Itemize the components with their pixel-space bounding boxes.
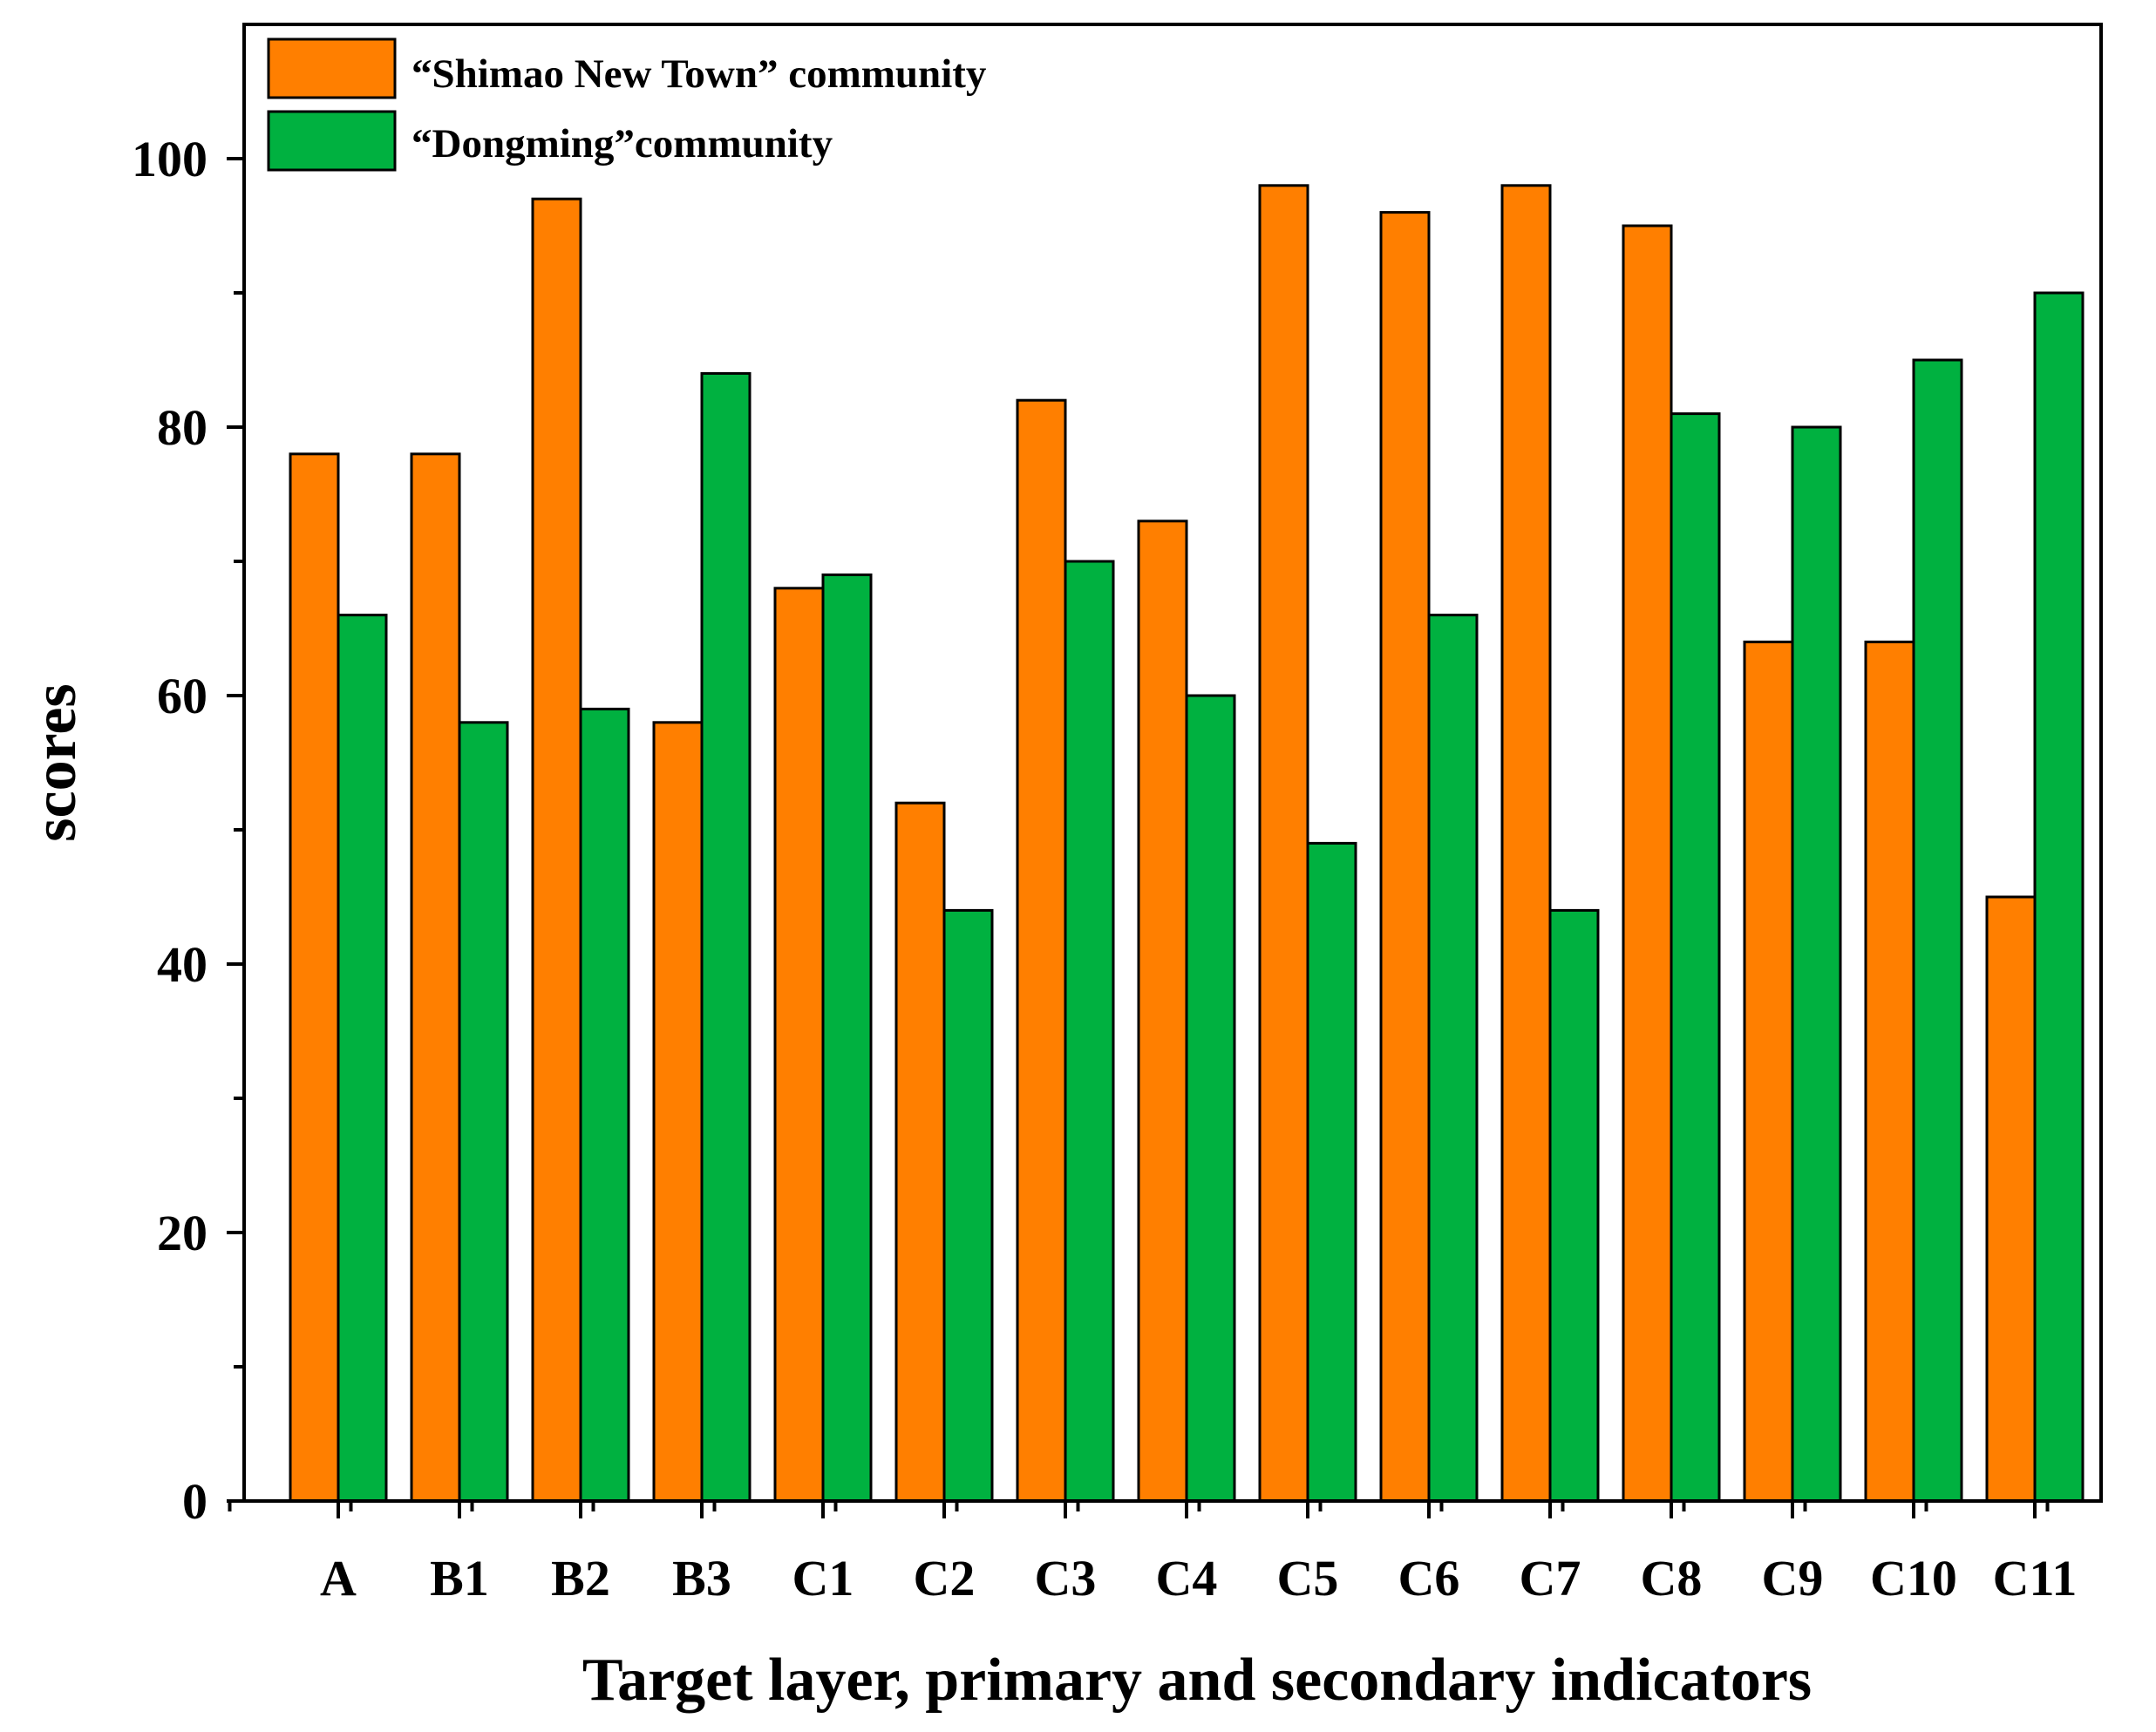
axes-layer bbox=[242, 23, 2103, 1503]
plot-frame bbox=[242, 23, 2103, 1503]
bar-shimao-c5 bbox=[1258, 184, 1309, 1503]
bar-shimao-c4 bbox=[1137, 520, 1188, 1503]
x-tick-label-b3: B3 bbox=[672, 1550, 731, 1606]
x-tick-label-c7: C7 bbox=[1520, 1550, 1581, 1606]
legend-label-shimao: “Shimao New Town” community bbox=[411, 51, 987, 97]
x-tick-label-c3: C3 bbox=[1035, 1550, 1097, 1606]
y-tick-label: 20 bbox=[157, 1205, 207, 1261]
x-tick-label-c9: C9 bbox=[1762, 1550, 1824, 1606]
bar-shimao-c10 bbox=[1864, 640, 1915, 1503]
bar-dongming-a bbox=[337, 614, 388, 1503]
y-tick-label: 60 bbox=[157, 668, 207, 724]
bar-shimao-c1 bbox=[773, 587, 825, 1503]
bar-dongming-c3 bbox=[1064, 560, 1115, 1503]
bar-dongming-c10 bbox=[1912, 358, 1963, 1503]
y-tick-label: 100 bbox=[132, 131, 207, 187]
bar-dongming-c11 bbox=[2033, 291, 2085, 1503]
bar-dongming-c7 bbox=[1548, 908, 1600, 1503]
bar-shimao-c2 bbox=[894, 801, 946, 1503]
bar-dongming-c2 bbox=[942, 908, 994, 1503]
bar-dongming-c6 bbox=[1427, 614, 1479, 1503]
bar-shimao-c11 bbox=[1985, 895, 2037, 1503]
bar-shimao-c6 bbox=[1379, 211, 1431, 1503]
bar-dongming-b2 bbox=[579, 707, 630, 1503]
bars-layer bbox=[289, 184, 2085, 1503]
x-tick-label-c5: C5 bbox=[1277, 1550, 1339, 1606]
bar-dongming-c1 bbox=[821, 573, 873, 1503]
x-tick-label-c10: C10 bbox=[1870, 1550, 1957, 1606]
y-axis-title: scores bbox=[22, 683, 89, 841]
x-tick-label-c8: C8 bbox=[1641, 1550, 1703, 1606]
x-tick-label-c1: C1 bbox=[792, 1550, 854, 1606]
bar-shimao-c9 bbox=[1743, 640, 1794, 1503]
x-tick-label-c4: C4 bbox=[1156, 1550, 1218, 1606]
legend-swatch-dongming bbox=[267, 110, 397, 172]
bar-shimao-a bbox=[289, 452, 340, 1503]
bar-shimao-c3 bbox=[1016, 398, 1067, 1503]
x-tick-label-c6: C6 bbox=[1398, 1550, 1460, 1606]
legend: “Shimao New Town” community “Dongming”com… bbox=[267, 37, 987, 172]
x-tick-label-b2: B2 bbox=[551, 1550, 610, 1606]
x-tick-label-c2: C2 bbox=[914, 1550, 976, 1606]
bar-dongming-b1 bbox=[458, 721, 509, 1503]
bar-shimao-b1 bbox=[410, 452, 461, 1503]
legend-label-dongming: “Dongming”community bbox=[411, 121, 833, 166]
bar-shimao-b3 bbox=[652, 721, 704, 1503]
bar-shimao-b2 bbox=[531, 197, 582, 1503]
x-tick-label-b1: B1 bbox=[430, 1550, 489, 1606]
legend-swatch-shimao bbox=[267, 37, 397, 99]
bar-dongming-c8 bbox=[1670, 412, 1721, 1503]
bar-dongming-c4 bbox=[1185, 694, 1236, 1503]
bar-shimao-c8 bbox=[1622, 224, 1673, 1503]
x-tick-label-c11: C11 bbox=[1993, 1550, 2078, 1606]
x-tick-label-a: A bbox=[320, 1550, 357, 1606]
x-axis-title: Target layer, primary and secondary indi… bbox=[582, 1647, 1812, 1714]
bar-dongming-c5 bbox=[1306, 841, 1357, 1503]
ticks-layer: 0 20 40 60 80 100 A B1 B2 B3 C1 C2 C3 C4 C5 C6 C7 C8 C9 C10… bbox=[132, 131, 2077, 1606]
y-tick-label: 0 bbox=[182, 1473, 207, 1530]
bar-dongming-b3 bbox=[700, 371, 752, 1503]
y-tick-label: 40 bbox=[157, 936, 207, 993]
bar-shimao-c7 bbox=[1500, 184, 1552, 1503]
bar-dongming-c9 bbox=[1791, 425, 1842, 1503]
y-tick-label: 80 bbox=[157, 399, 207, 456]
